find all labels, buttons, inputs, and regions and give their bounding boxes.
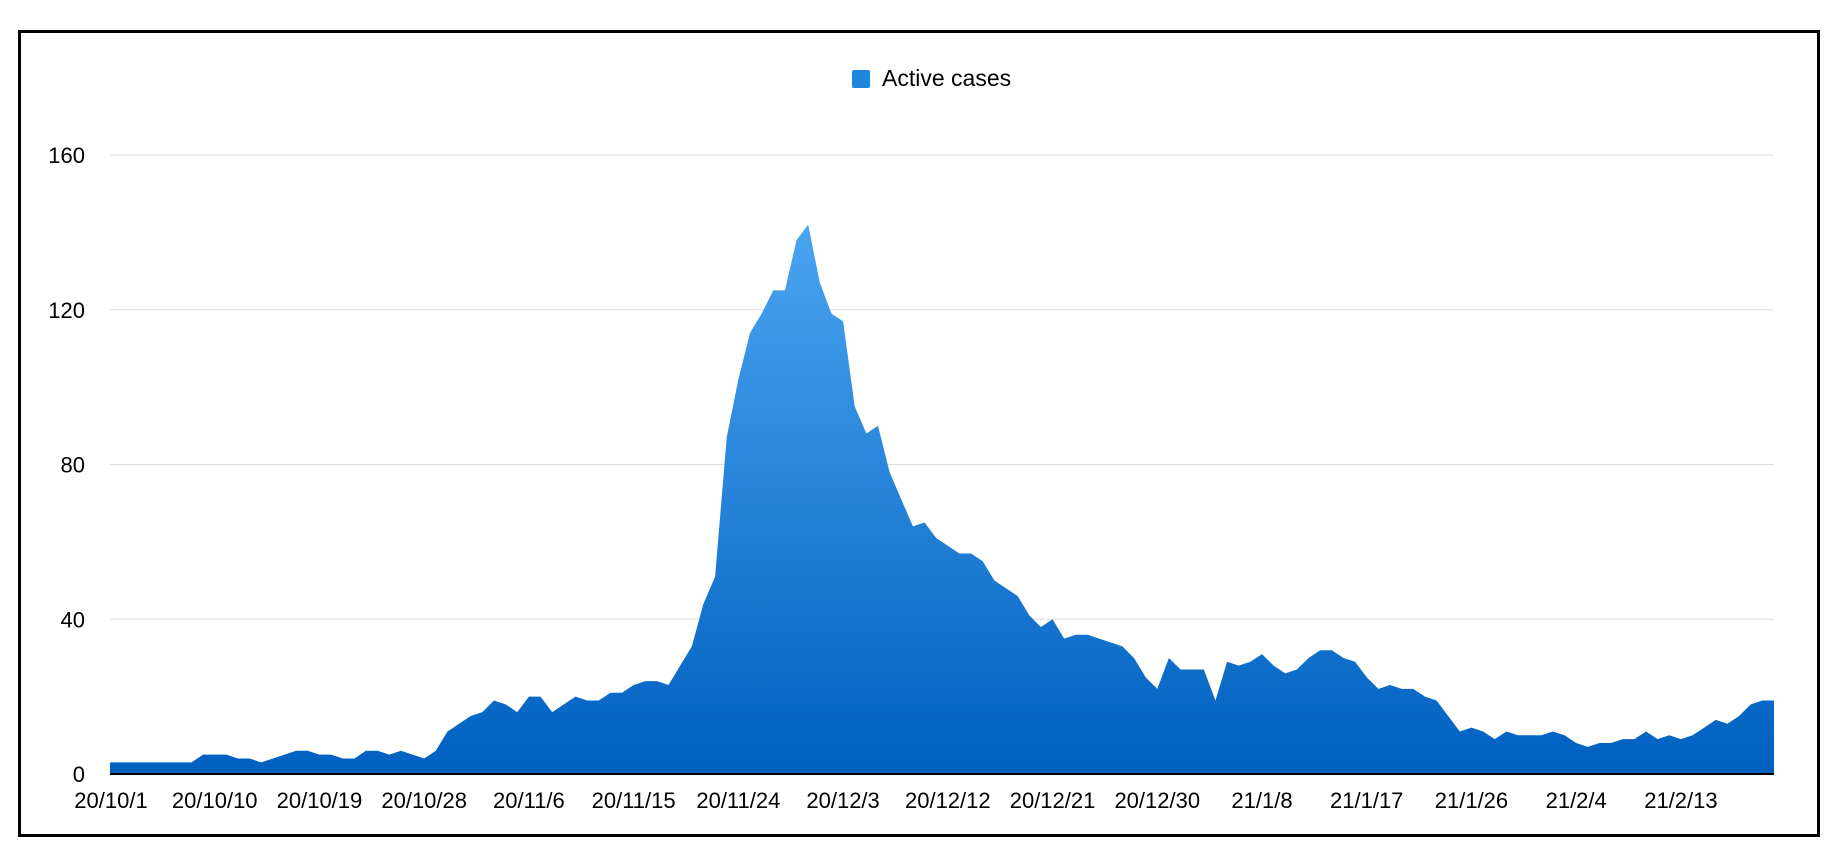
x-tick-label: 21/2/13: [1644, 788, 1717, 813]
y-tick-label: 40: [61, 607, 85, 632]
x-tick-label: 20/10/28: [381, 788, 467, 813]
x-tick-label: 21/2/4: [1546, 788, 1607, 813]
x-tick-label: 20/12/12: [905, 788, 991, 813]
x-tick-label: 20/10/1: [74, 788, 147, 813]
y-tick-label: 160: [48, 143, 85, 168]
x-tick-label: 20/12/21: [1010, 788, 1096, 813]
x-tick-label: 20/12/30: [1114, 788, 1200, 813]
y-axis-ticks: 0 40 80 120 160: [48, 143, 85, 787]
x-tick-label: 20/11/24: [696, 788, 780, 813]
x-tick-label: 20/11/15: [592, 788, 676, 813]
x-axis-ticks: 20/10/1 20/10/10 20/10/19 20/10/28 20/11/6 20…: [74, 788, 1717, 813]
x-tick-label: 20/12/3: [806, 788, 879, 813]
x-tick-label: 21/1/26: [1435, 788, 1508, 813]
x-tick-label: 20/11/6: [493, 788, 565, 813]
y-tick-label: 80: [61, 453, 85, 478]
chart-frame: 0 40 80 120 160 20/10/1 20/10/10 20/10/19 20/10…: [18, 30, 1820, 837]
x-tick-label: 21/1/17: [1330, 788, 1403, 813]
x-tick-label: 21/1/8: [1231, 788, 1292, 813]
y-tick-label: 120: [48, 298, 85, 323]
legend-label-active-cases: Active cases: [882, 65, 1011, 91]
legend-marker-active-cases: [852, 70, 870, 88]
series-area-active-cases: [110, 224, 1774, 774]
y-tick-label: 0: [73, 762, 85, 787]
x-tick-label: 20/10/19: [277, 788, 363, 813]
legend: Active cases: [852, 65, 1011, 91]
x-tick-label: 20/10/10: [172, 788, 258, 813]
